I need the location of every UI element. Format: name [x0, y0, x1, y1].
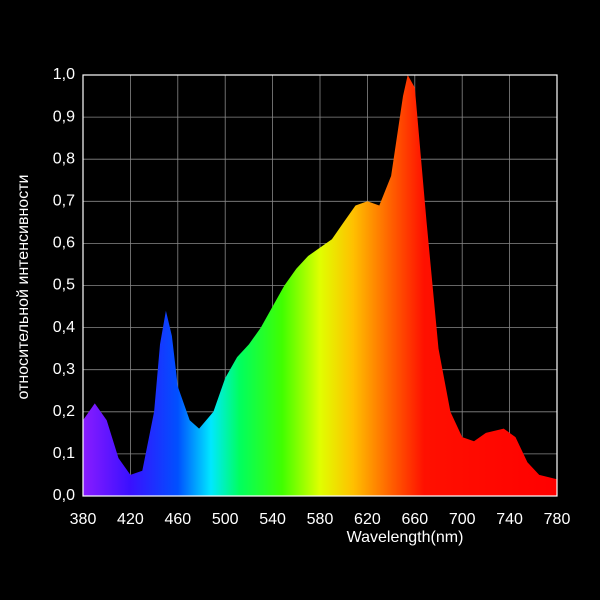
y-tick-label: 0,1	[53, 445, 75, 462]
x-tick-label: 380	[70, 511, 97, 528]
x-tick-label: 500	[212, 511, 239, 528]
x-tick-label: 460	[164, 511, 191, 528]
y-tick-label: 0,9	[53, 108, 75, 125]
x-tick-label: 620	[354, 511, 381, 528]
y-axis-title: относительной интенсивности	[15, 175, 32, 400]
y-tick-label: 0,3	[53, 361, 75, 378]
x-tick-label: 700	[449, 511, 476, 528]
y-tick-label: 0,6	[53, 235, 75, 252]
y-tick-label: 0,7	[53, 193, 75, 210]
y-tick-label: 0,4	[53, 319, 75, 336]
y-tick-label: 0,8	[53, 150, 75, 167]
x-tick-label: 580	[307, 511, 334, 528]
x-axis-title: Wavelength(nm)	[347, 529, 464, 546]
x-tick-label: 660	[401, 511, 428, 528]
y-tick-label: 0,2	[53, 403, 75, 420]
x-tick-label: 540	[259, 511, 286, 528]
plot-border	[82, 74, 558, 497]
spectrum-area	[83, 75, 557, 496]
x-tick-label: 420	[117, 511, 144, 528]
y-tick-label: 1,0	[53, 66, 75, 83]
y-tick-label: 0,5	[53, 277, 75, 294]
y-tick-label: 0,0	[53, 487, 75, 504]
x-tick-label: 740	[496, 511, 523, 528]
x-tick-label: 780	[544, 511, 571, 528]
